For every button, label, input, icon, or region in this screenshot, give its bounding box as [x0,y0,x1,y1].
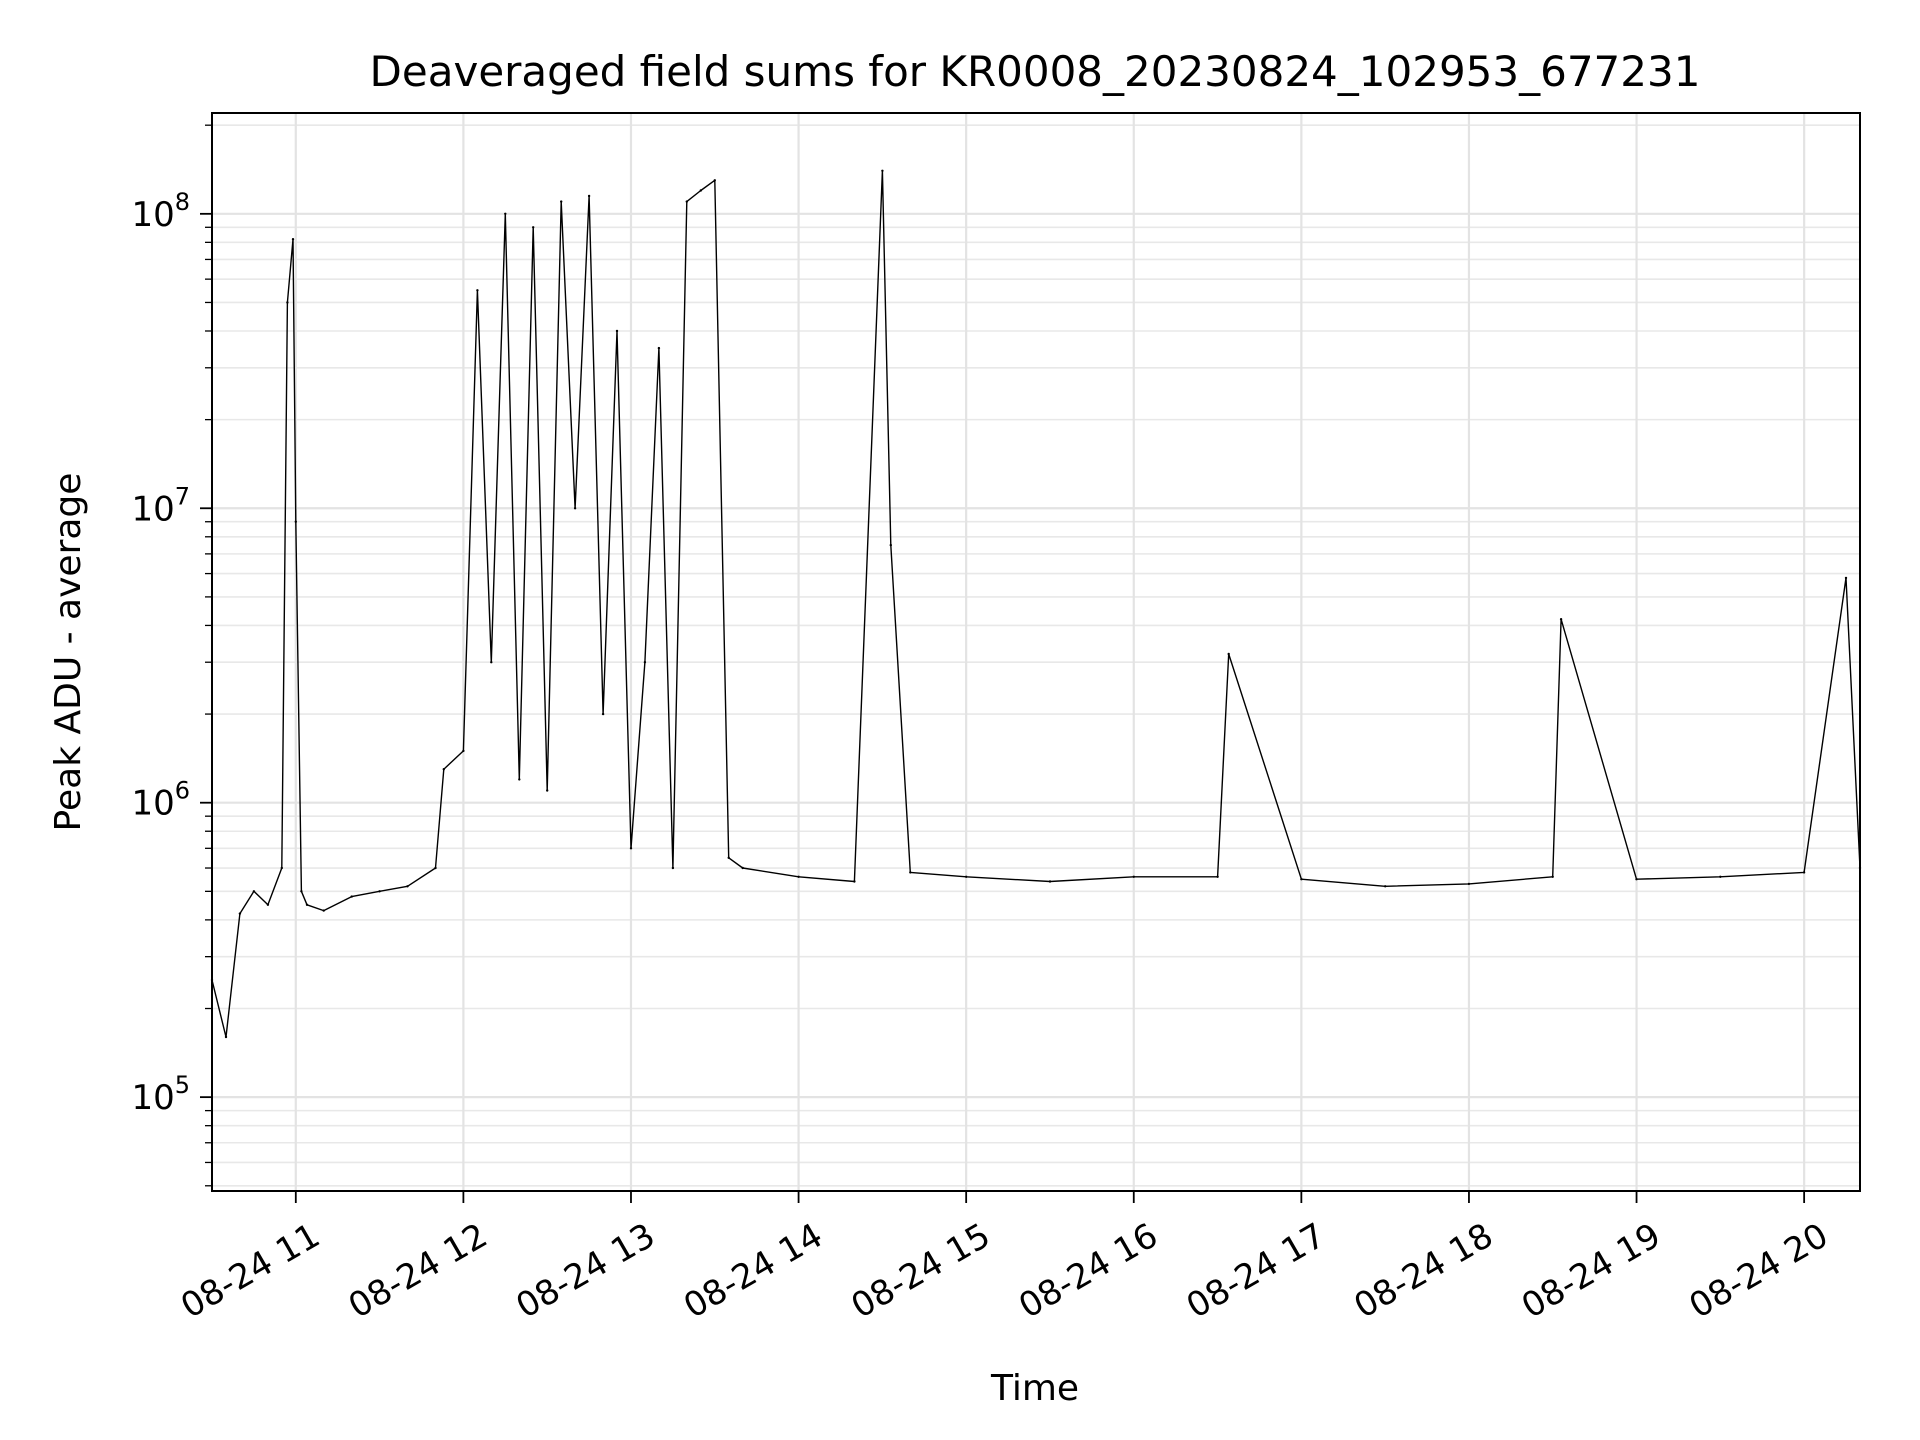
data-point [643,661,647,664]
data-point [889,543,892,547]
data-point [434,866,437,870]
data-point [671,866,675,870]
x-tick-label: 08-24 20 [1683,1216,1835,1327]
data-point [699,189,702,192]
data-point [252,890,256,893]
data-point [238,912,242,915]
data-point [881,169,884,172]
data-point [322,909,325,912]
x-tick-label: 08-24 13 [509,1216,661,1327]
y-tick-label: 107 [131,482,190,529]
y-axis-label: Peak ADU - average [48,473,89,832]
data-point [462,749,465,753]
data-point [1048,880,1052,883]
y-tick-label: 106 [131,777,190,824]
data-point [294,520,297,523]
grid-lines [212,113,1860,1191]
data-point [406,885,409,888]
data-point [490,661,493,664]
data-point [1216,875,1219,878]
data-point [1559,618,1563,621]
data-point [476,289,479,292]
data-point [1802,871,1806,874]
y-axis: 105 106 107 108 [131,124,212,1187]
data-point [560,200,563,203]
data-point [573,507,577,510]
x-tick-label: 08-24 11 [174,1216,326,1327]
chart-title: Deaveraged field sums for KR0008_2023082… [370,47,1701,96]
data-point [286,301,289,304]
data-point [1635,878,1638,881]
data-point [1844,576,1848,580]
data-point [266,903,270,906]
data-point [1132,875,1136,878]
x-tick-label: 08-24 16 [1012,1216,1164,1327]
data-point [713,179,716,182]
data-point [727,856,730,859]
x-tick-label: 08-24 15 [845,1216,997,1327]
data-point [1227,652,1230,656]
data-point [1719,875,1722,878]
x-tick-label: 08-24 14 [677,1216,829,1327]
data-point [909,871,912,874]
data-point [741,866,744,870]
data-point [518,778,521,781]
data-point [378,890,381,893]
data-point [853,880,856,883]
data-point [1384,885,1387,888]
data-point [615,329,619,333]
data-point [657,346,661,350]
x-tick-label: 08-24 12 [342,1216,494,1327]
data-point [442,768,445,771]
data-point [965,875,968,878]
x-axis: 08-24 11 08-24 12 08-24 13 08-24 14 08-24 15… [174,1191,1835,1327]
data-point [601,712,605,716]
data-point [1467,882,1471,886]
data-point [305,903,309,906]
data-point [1300,878,1303,881]
data-point [797,875,800,878]
data-point [532,226,535,229]
data-point [291,238,295,241]
data-point [685,200,688,203]
data-point [504,212,507,215]
data-point [300,890,303,893]
x-tick-label: 08-24 18 [1347,1216,1499,1327]
x-tick-label: 08-24 19 [1515,1216,1667,1327]
y-tick-label: 108 [131,188,190,235]
data-point [587,194,591,198]
y-tick-label: 105 [131,1071,190,1118]
data-point [280,866,283,870]
x-axis-label: Time [990,1368,1079,1409]
data-series [210,169,1862,1039]
plot-frame [211,112,1861,1192]
data-point [224,1035,228,1039]
data-point [1551,875,1554,878]
data-point [629,847,633,850]
data-point [546,789,549,792]
data-point [350,895,353,898]
series-line [211,170,1861,1038]
x-tick-label: 08-24 17 [1180,1216,1332,1327]
